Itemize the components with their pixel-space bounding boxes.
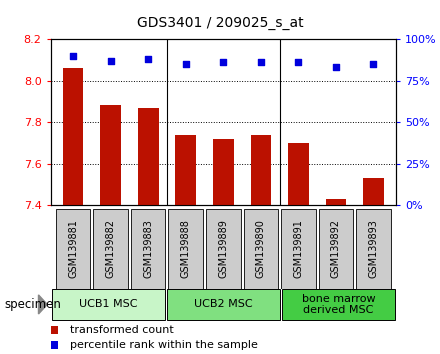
Bar [326, 199, 346, 205]
Text: GSM139888: GSM139888 [181, 219, 191, 278]
Text: percentile rank within the sample: percentile rank within the sample [70, 340, 257, 350]
Text: transformed count: transformed count [70, 325, 173, 335]
Bar [244, 209, 278, 289]
Text: GSM139893: GSM139893 [368, 219, 378, 278]
Point [182, 61, 189, 67]
Point [257, 59, 264, 65]
Bar [363, 178, 384, 205]
Point [295, 59, 302, 65]
Bar [52, 289, 165, 320]
Bar [282, 289, 395, 320]
Text: GSM139890: GSM139890 [256, 219, 266, 278]
Bar [356, 209, 391, 289]
Point [220, 59, 227, 65]
Bar [93, 209, 128, 289]
Bar [169, 209, 203, 289]
Bar [131, 209, 165, 289]
Bar [319, 209, 353, 289]
Text: GSM139882: GSM139882 [106, 219, 116, 278]
Point [145, 56, 152, 62]
Point [107, 58, 114, 63]
Polygon shape [39, 295, 48, 314]
Bar [56, 209, 90, 289]
Text: bone marrow
derived MSC: bone marrow derived MSC [302, 293, 375, 315]
Text: GSM139892: GSM139892 [331, 219, 341, 278]
Bar [63, 68, 84, 205]
Text: UCB2 MSC: UCB2 MSC [194, 299, 253, 309]
Text: GSM139891: GSM139891 [293, 219, 304, 278]
Bar [288, 143, 309, 205]
Bar [167, 289, 280, 320]
Bar [213, 139, 234, 205]
Point [332, 64, 339, 70]
Bar [138, 108, 158, 205]
Bar [250, 135, 271, 205]
Point [370, 61, 377, 67]
Text: UCB1 MSC: UCB1 MSC [79, 299, 137, 309]
Text: GDS3401 / 209025_s_at: GDS3401 / 209025_s_at [137, 16, 303, 30]
Text: specimen: specimen [4, 298, 61, 311]
Text: GSM139883: GSM139883 [143, 219, 153, 278]
Point [70, 53, 77, 58]
Bar [281, 209, 315, 289]
Bar [100, 105, 121, 205]
Text: GSM139881: GSM139881 [68, 219, 78, 278]
Bar [206, 209, 241, 289]
Text: GSM139889: GSM139889 [218, 219, 228, 278]
Bar [176, 135, 196, 205]
